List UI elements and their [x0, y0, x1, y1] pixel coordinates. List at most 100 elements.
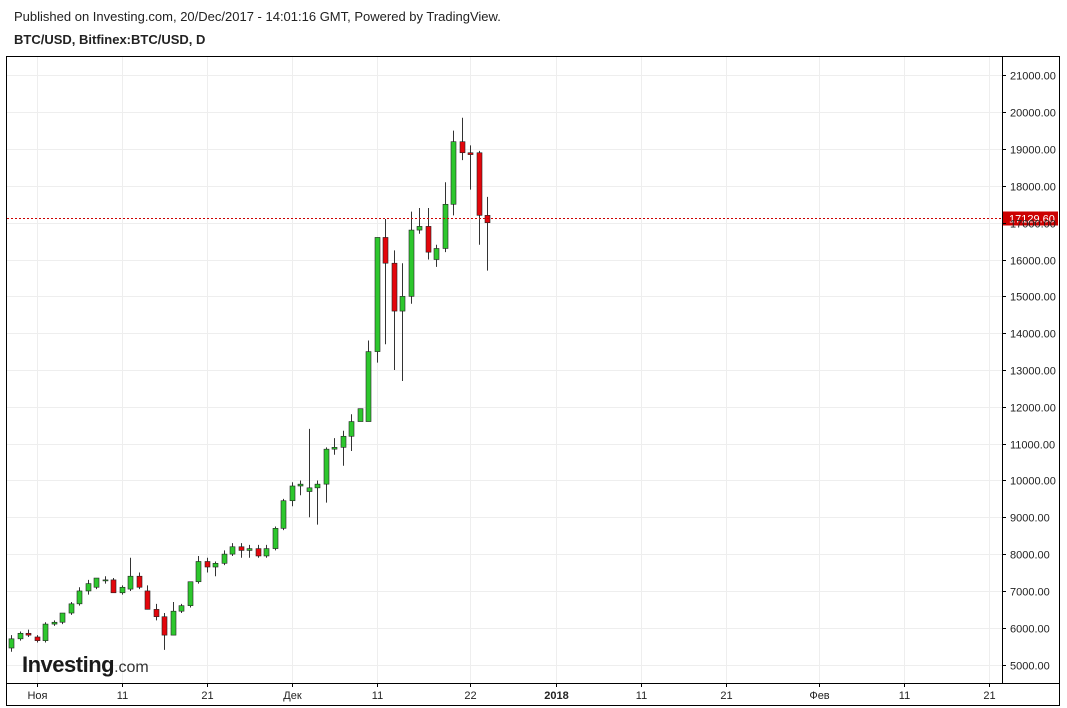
candle-body	[153, 609, 160, 618]
y-tick-label: 12000.00	[1010, 403, 1056, 415]
candle-body	[25, 632, 32, 636]
candle-up	[17, 631, 24, 641]
candle-body	[229, 546, 236, 555]
logo-name: Investing	[22, 652, 115, 677]
candle-body	[306, 487, 313, 492]
candle-body	[178, 605, 185, 612]
candle-up	[365, 340, 372, 422]
candle-body	[433, 248, 440, 260]
candle-body	[93, 577, 100, 588]
candle-up	[59, 612, 66, 625]
candle-body	[323, 448, 330, 485]
candle-body	[68, 603, 75, 614]
candle-up	[450, 130, 457, 216]
candle-body	[399, 296, 406, 312]
candle-up	[297, 480, 304, 496]
y-tick-label: 8000.00	[1010, 550, 1050, 562]
candle-up	[272, 526, 279, 551]
candle-body	[484, 215, 491, 224]
candle-body	[382, 237, 389, 264]
y-tick-label: 19000.00	[1010, 145, 1056, 157]
candle-body	[357, 408, 364, 422]
x-tick-label: Ноя	[27, 690, 47, 702]
x-tick-label: 22	[464, 690, 476, 702]
candle-down	[144, 585, 151, 610]
candle-up	[340, 430, 347, 466]
candle-down	[161, 613, 168, 650]
logo-suffix: .com	[114, 659, 149, 676]
candle-up	[442, 182, 449, 253]
candle-up	[119, 585, 126, 595]
candle-body	[476, 152, 483, 216]
candle-down	[34, 635, 41, 643]
candle-up	[433, 244, 440, 267]
candle-body	[314, 483, 321, 489]
candle-body	[289, 485, 296, 502]
candle-down	[238, 543, 245, 558]
candle-up	[42, 622, 49, 643]
candle-up	[170, 601, 177, 636]
x-tick-label: Фев	[809, 690, 829, 702]
candle-up	[289, 482, 296, 507]
y-tick-label: 6000.00	[1010, 624, 1050, 636]
time-axis: Ноя 11 21 Дек 11 22 2018 11 21 Фев 11 21	[27, 683, 996, 702]
price-axis: 5000.00 6000.00 7000.00 8000.00 9000.00 10000…	[1002, 71, 1056, 673]
candle-body	[374, 237, 381, 352]
candle-body	[85, 583, 92, 592]
candle-up	[314, 480, 321, 525]
x-tick-label: Дек	[283, 690, 302, 702]
x-tick-label: 11	[372, 690, 383, 702]
candle-up	[399, 263, 406, 382]
y-tick-label: 16000.00	[1010, 256, 1056, 268]
candle-up	[280, 498, 287, 531]
candle-body	[127, 575, 134, 590]
y-tick-label: 15000.00	[1010, 292, 1056, 304]
candle-body	[51, 621, 58, 625]
candle-body	[408, 229, 415, 297]
candle-up	[51, 620, 58, 626]
last-price-label: 17129.60	[1009, 214, 1055, 226]
candle-up	[85, 579, 92, 595]
x-tick-label: 11	[117, 690, 128, 702]
candle-up	[102, 576, 109, 584]
candle-down	[255, 544, 262, 558]
candle-body	[348, 421, 355, 437]
y-tick-label: 18000.00	[1010, 182, 1056, 194]
symbol-title: BTC/USD, Bitfinex:BTC/USD, D	[14, 32, 206, 47]
candle-up	[221, 550, 228, 566]
candle-body	[110, 579, 117, 594]
candle-up	[195, 555, 202, 584]
candle-body	[221, 553, 228, 564]
candle-body	[280, 500, 287, 529]
candle-up	[323, 447, 330, 503]
candle-body	[119, 586, 126, 594]
candle-body	[238, 546, 245, 551]
y-tick-label: 9000.00	[1010, 513, 1050, 525]
candle-up	[408, 211, 415, 304]
candle-up	[212, 561, 219, 577]
candle-down	[136, 572, 143, 590]
x-tick-label: 21	[720, 690, 732, 702]
x-tick-label: 21	[201, 690, 213, 702]
x-tick-label: 21	[983, 690, 995, 702]
candle-up	[229, 543, 236, 556]
candle-up	[331, 438, 338, 455]
candle-down	[110, 578, 117, 594]
candle-down	[382, 219, 389, 345]
candle-body	[442, 203, 449, 249]
candle-down	[25, 629, 32, 637]
candle-up	[357, 408, 364, 422]
candle-body	[340, 435, 347, 448]
y-tick-label: 17000.00	[1010, 219, 1056, 231]
candle-up	[93, 577, 100, 590]
candle-down	[391, 250, 398, 370]
candle-up	[127, 557, 134, 591]
candle-body	[416, 226, 423, 231]
y-tick-label: 21000.00	[1010, 71, 1056, 83]
candle-up	[348, 414, 355, 452]
candle-body	[365, 351, 372, 422]
candle-down	[153, 603, 160, 621]
candle-body	[450, 141, 457, 205]
y-tick-label: 14000.00	[1010, 329, 1056, 341]
